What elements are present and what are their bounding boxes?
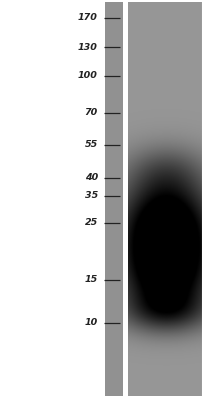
Text: 10: 10 bbox=[85, 318, 98, 327]
Bar bbox=[123, 2, 127, 396]
Text: 170: 170 bbox=[78, 14, 98, 22]
Text: 130: 130 bbox=[78, 43, 98, 52]
Text: 100: 100 bbox=[78, 72, 98, 80]
Text: 70: 70 bbox=[85, 108, 98, 117]
Text: 55: 55 bbox=[85, 140, 98, 149]
Text: 15: 15 bbox=[85, 276, 98, 284]
Text: 35: 35 bbox=[85, 192, 98, 200]
Text: 25: 25 bbox=[85, 218, 98, 227]
Text: 40: 40 bbox=[85, 173, 98, 182]
